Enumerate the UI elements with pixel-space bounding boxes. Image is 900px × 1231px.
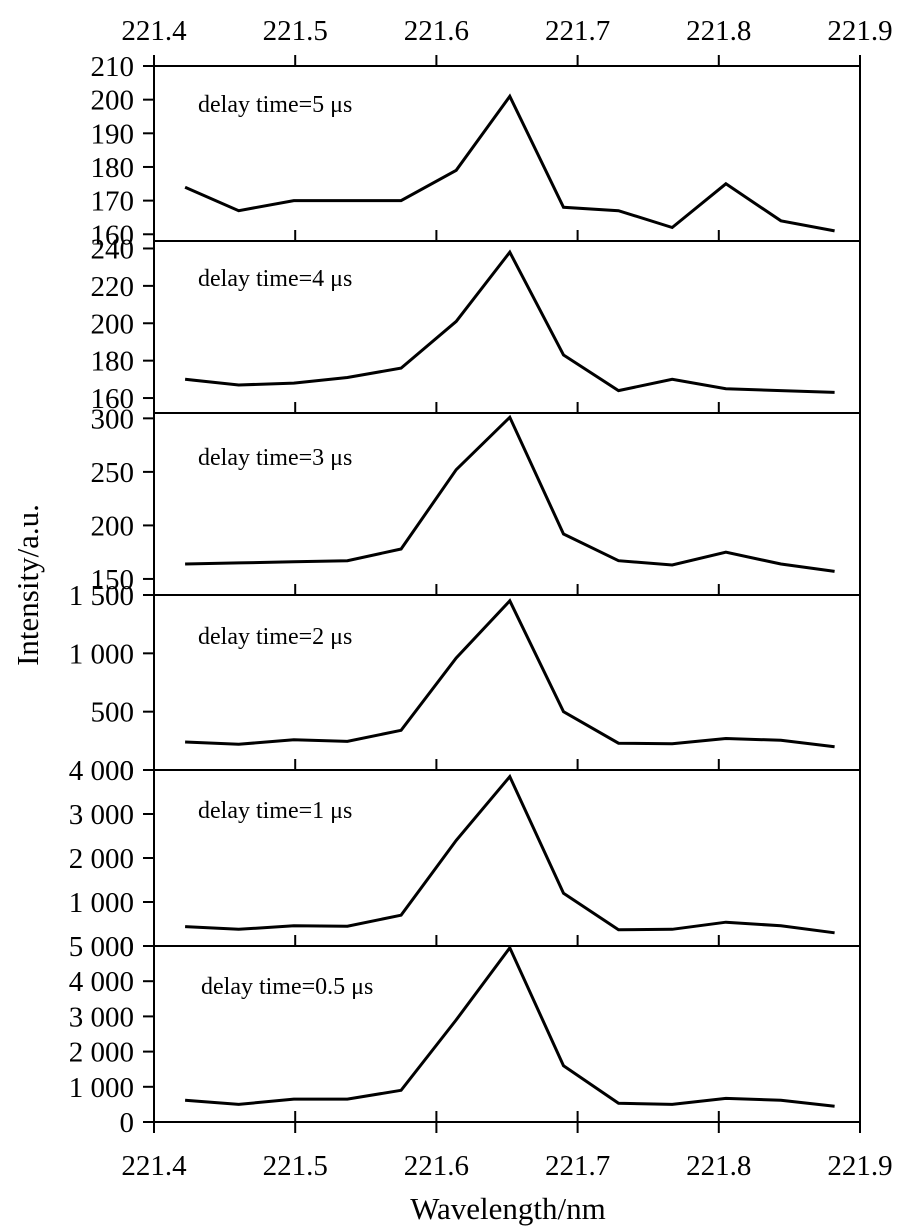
- bottom-x-tick-label: 221.7: [545, 1150, 610, 1182]
- y-tick-label: 5 000: [69, 931, 134, 963]
- series-line: [184, 249, 835, 394]
- y-tick-label: 2 000: [69, 843, 134, 875]
- y-tick-label: 1 500: [69, 580, 134, 612]
- y-tick-label: 500: [91, 697, 135, 729]
- top-x-tick-label: 221.9: [827, 15, 892, 47]
- y-tick-label: 150: [91, 564, 135, 596]
- panel-3: 150 200 250 300 delay time=3 μs: [91, 403, 861, 596]
- bottom-x-tick-label: 221.8: [686, 1150, 751, 1182]
- bottom-x-tick-label: 221.6: [404, 1150, 469, 1182]
- y-tick-label: 0: [120, 931, 135, 963]
- y-tick-label: 160: [91, 383, 135, 415]
- y-tick-label: 1 000: [69, 638, 134, 670]
- y-tick-label: 4 000: [69, 755, 134, 787]
- y-tick-label: 180: [91, 152, 135, 184]
- panel-4: 0 500 1 000 1 500 delay time=2 μs: [69, 580, 861, 787]
- bottom-x-tick-label: 221.9: [827, 1150, 892, 1182]
- delay-time-label: delay time=1 μs: [198, 798, 352, 824]
- y-tick-label: 250: [91, 457, 135, 489]
- y-tick-label: 240: [91, 233, 135, 265]
- top-x-tick-label: 221.8: [686, 15, 751, 47]
- series-line: [184, 93, 835, 233]
- panel-5: 0 1 000 2 000 3 000 4 000 delay time=1 μs: [69, 755, 861, 963]
- series-line: [185, 598, 835, 749]
- y-tick-label: 3 000: [69, 1001, 134, 1033]
- series-line: [184, 944, 835, 1108]
- delay-time-label: delay time=2 μs: [198, 624, 352, 650]
- y-tick-label: 200: [91, 510, 135, 542]
- bottom-x-tick-label: 221.4: [121, 1150, 187, 1182]
- y-tick-label: 300: [91, 403, 135, 435]
- y-tick-label: 0: [120, 1107, 135, 1139]
- x-axis-title: Wavelength/nm: [410, 1191, 606, 1226]
- y-tick-label: 190: [91, 118, 135, 150]
- y-tick-label: 3 000: [69, 799, 134, 831]
- series-line: [185, 414, 835, 573]
- bottom-x-tick-label: 221.5: [263, 1150, 328, 1182]
- series-line: [185, 773, 835, 935]
- y-tick-label: 160: [91, 219, 135, 251]
- top-x-tick-label: 221.7: [545, 15, 610, 47]
- panel-2: 160 180 200 220 240 delay time=4 μs: [91, 233, 861, 415]
- delay-time-label: delay time=3 μs: [198, 445, 352, 471]
- y-tick-label: 0: [120, 755, 135, 787]
- y-tick-label: 220: [91, 271, 135, 303]
- y-tick-label: 4 000: [69, 966, 134, 998]
- y-tick-label: 2 000: [69, 1037, 134, 1069]
- delay-time-label: delay time=4 μs: [198, 266, 352, 292]
- y-tick-label: 200: [91, 85, 135, 117]
- top-x-tick-label: 221.4: [121, 15, 187, 47]
- y-tick-label: 170: [91, 186, 135, 218]
- y-tick-label: 210: [91, 51, 135, 83]
- y-tick-label: 180: [91, 346, 135, 378]
- y-tick-label: 1 000: [69, 887, 134, 919]
- delay-time-label: delay time=5 μs: [198, 92, 352, 118]
- y-axis-title: Intensity/a.u.: [10, 504, 45, 666]
- y-tick-label: 200: [91, 308, 135, 340]
- x-axis-layer: 221.4 221.5 221.6 221.7 221.8 221.9 221.4 221.5…: [121, 15, 892, 1182]
- top-x-tick-label: 221.6: [404, 15, 469, 47]
- delay-time-label: delay time=0.5 μs: [201, 974, 373, 1000]
- top-x-tick-label: 221.5: [263, 15, 328, 47]
- y-tick-label: 1 000: [69, 1072, 134, 1104]
